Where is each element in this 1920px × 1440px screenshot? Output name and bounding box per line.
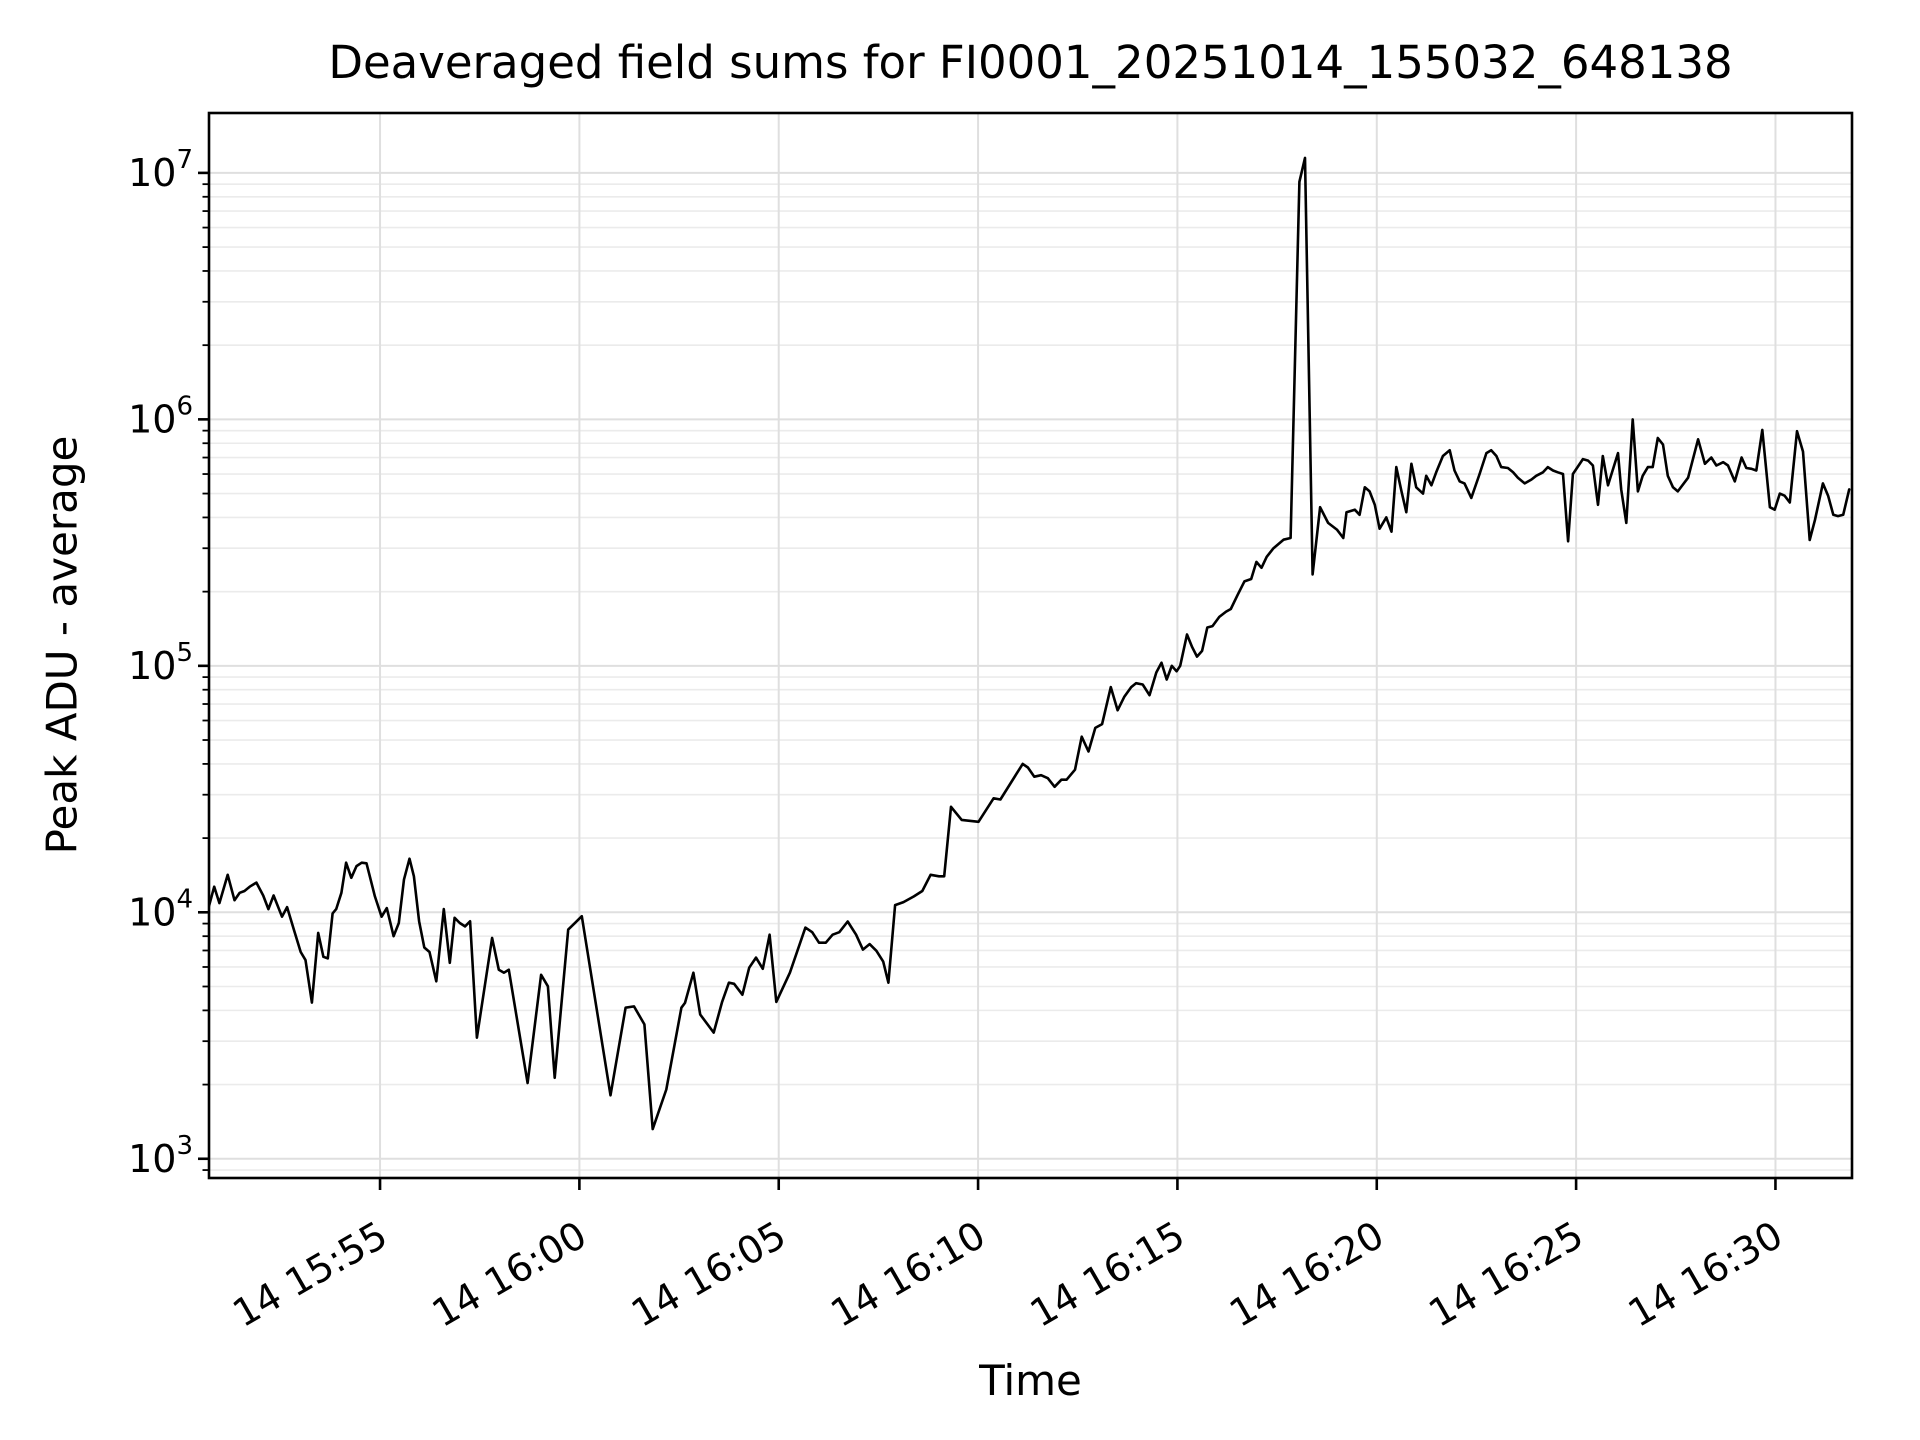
y-tick-label: 107 (128, 145, 193, 195)
y-tick-label: 103 (128, 1131, 193, 1181)
y-tick-label: 105 (128, 638, 193, 688)
chart-title: Deaveraged field sums for FI0001_2025101… (328, 36, 1733, 89)
y-tick-label: 106 (128, 391, 193, 441)
series-line (209, 156, 1851, 1131)
y-tick-label: 104 (128, 884, 193, 934)
x-axis-label: Time (979, 1356, 1082, 1405)
plot-border (207, 111, 1854, 1180)
y-axis-label: Peak ADU - average (37, 435, 87, 855)
